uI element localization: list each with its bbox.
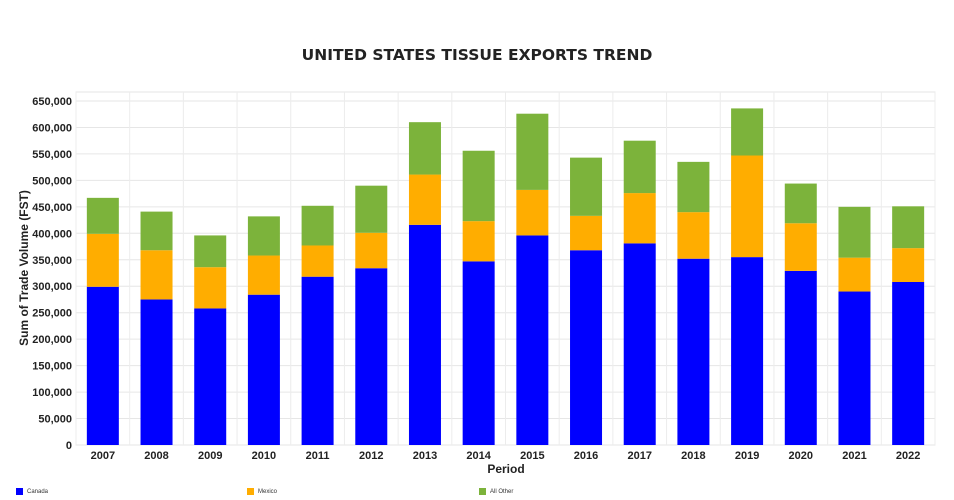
x-tick-label: 2021 bbox=[842, 450, 866, 462]
y-tick-label: 250,000 bbox=[32, 308, 72, 320]
bar-all-other-2014[interactable] bbox=[462, 150, 495, 222]
x-tick-label: 2020 bbox=[789, 450, 813, 462]
x-axis-label: Period bbox=[487, 462, 524, 476]
bar-canada-2008[interactable] bbox=[140, 299, 173, 445]
x-tick-label: 2016 bbox=[574, 450, 598, 462]
legend-label-all-other: All Other bbox=[490, 488, 514, 495]
y-tick-label: 550,000 bbox=[32, 149, 72, 161]
bar-mexico-2012[interactable] bbox=[355, 232, 388, 269]
legend-item-all-other[interactable]: All Other bbox=[479, 488, 513, 495]
bar-canada-2010[interactable] bbox=[247, 294, 280, 445]
legend-swatch-mexico bbox=[247, 488, 254, 495]
bar-mexico-2015[interactable] bbox=[516, 189, 549, 236]
bar-canada-2022[interactable] bbox=[892, 281, 925, 445]
bar-all-other-2015[interactable] bbox=[516, 113, 549, 190]
x-tick-label: 2019 bbox=[735, 450, 759, 462]
y-tick-label: 50,000 bbox=[38, 414, 72, 426]
y-tick-label: 400,000 bbox=[32, 228, 72, 240]
bar-mexico-2011[interactable] bbox=[301, 245, 334, 277]
bar-canada-2019[interactable] bbox=[731, 257, 764, 445]
bar-all-other-2012[interactable] bbox=[355, 185, 388, 233]
bar-mexico-2016[interactable] bbox=[570, 215, 603, 251]
x-tick-label: 2010 bbox=[252, 450, 276, 462]
y-tick-label: 600,000 bbox=[32, 122, 72, 134]
y-axis-label: Sum of Trade Volume (FST) bbox=[17, 190, 31, 346]
tick-labels: 0 50,000 100,000 150,000 200,000 250,000 300,0… bbox=[32, 96, 920, 462]
bar-all-other-2021[interactable] bbox=[838, 206, 871, 258]
bar-all-other-2018[interactable] bbox=[677, 161, 710, 213]
bar-canada-2014[interactable] bbox=[462, 261, 495, 445]
bar-all-other-2020[interactable] bbox=[784, 183, 817, 224]
chart-title: UNITED STATES TISSUE EXPORTS TREND bbox=[301, 46, 653, 64]
y-tick-label: 500,000 bbox=[32, 175, 72, 187]
bar-mexico-2022[interactable] bbox=[892, 248, 925, 282]
x-tick-label: 2013 bbox=[413, 450, 437, 462]
x-tick-label: 2022 bbox=[896, 450, 920, 462]
bar-canada-2021[interactable] bbox=[838, 291, 871, 445]
legend-swatch-all-other bbox=[479, 488, 486, 495]
bar-mexico-2009[interactable] bbox=[194, 267, 227, 309]
y-tick-label: 100,000 bbox=[32, 387, 72, 399]
bar-mexico-2018[interactable] bbox=[677, 212, 710, 259]
bar-all-other-2011[interactable] bbox=[301, 205, 334, 246]
bar-mexico-2007[interactable] bbox=[86, 233, 119, 287]
bar-mexico-2013[interactable] bbox=[408, 174, 441, 225]
bar-mexico-2010[interactable] bbox=[247, 255, 280, 295]
y-tick-label: 150,000 bbox=[32, 361, 72, 373]
legend-item-mexico[interactable]: Mexico bbox=[247, 488, 277, 495]
bar-all-other-2017[interactable] bbox=[623, 140, 656, 194]
bars bbox=[86, 108, 925, 445]
x-tick-label: 2018 bbox=[681, 450, 705, 462]
bar-canada-2018[interactable] bbox=[677, 258, 710, 445]
bar-all-other-2007[interactable] bbox=[86, 197, 119, 234]
bar-mexico-2020[interactable] bbox=[784, 223, 817, 271]
bar-canada-2015[interactable] bbox=[516, 235, 549, 445]
x-tick-label: 2014 bbox=[466, 450, 491, 462]
x-tick-label: 2017 bbox=[627, 450, 651, 462]
y-tick-label: 0 bbox=[66, 440, 72, 452]
y-tick-label: 300,000 bbox=[32, 281, 72, 293]
bar-mexico-2019[interactable] bbox=[731, 155, 764, 258]
bar-canada-2016[interactable] bbox=[570, 250, 603, 445]
x-tick-label: 2008 bbox=[144, 450, 168, 462]
bar-mexico-2014[interactable] bbox=[462, 221, 495, 262]
legend-item-canada[interactable]: Canada bbox=[16, 488, 48, 495]
bar-canada-2012[interactable] bbox=[355, 268, 388, 445]
bar-canada-2013[interactable] bbox=[408, 224, 441, 445]
bar-all-other-2016[interactable] bbox=[570, 157, 603, 216]
bar-all-other-2010[interactable] bbox=[247, 216, 280, 256]
x-tick-label: 2007 bbox=[91, 450, 115, 462]
legend-label-canada: Canada bbox=[27, 488, 49, 495]
bar-all-other-2008[interactable] bbox=[140, 211, 173, 251]
x-tick-label: 2015 bbox=[520, 450, 544, 462]
bar-canada-2007[interactable] bbox=[86, 286, 119, 445]
legend-label-mexico: Mexico bbox=[258, 488, 278, 495]
bar-canada-2009[interactable] bbox=[194, 308, 227, 445]
x-tick-label: 2011 bbox=[306, 450, 330, 462]
bar-all-other-2019[interactable] bbox=[731, 108, 764, 156]
bar-all-other-2009[interactable] bbox=[194, 235, 227, 268]
legend-swatch-canada bbox=[16, 488, 23, 495]
bar-canada-2011[interactable] bbox=[301, 276, 334, 445]
bar-mexico-2021[interactable] bbox=[838, 257, 871, 292]
y-tick-label: 200,000 bbox=[32, 334, 72, 346]
bar-mexico-2017[interactable] bbox=[623, 193, 656, 244]
bar-canada-2020[interactable] bbox=[784, 270, 817, 445]
x-tick-label: 2012 bbox=[359, 450, 383, 462]
bar-all-other-2013[interactable] bbox=[408, 122, 441, 175]
bar-mexico-2008[interactable] bbox=[140, 250, 173, 300]
y-tick-label: 350,000 bbox=[32, 255, 72, 267]
x-tick-label: 2009 bbox=[198, 450, 222, 462]
y-tick-label: 450,000 bbox=[32, 202, 72, 214]
bar-canada-2017[interactable] bbox=[623, 243, 656, 445]
bar-all-other-2022[interactable] bbox=[892, 206, 925, 249]
y-tick-label: 650,000 bbox=[32, 96, 72, 108]
